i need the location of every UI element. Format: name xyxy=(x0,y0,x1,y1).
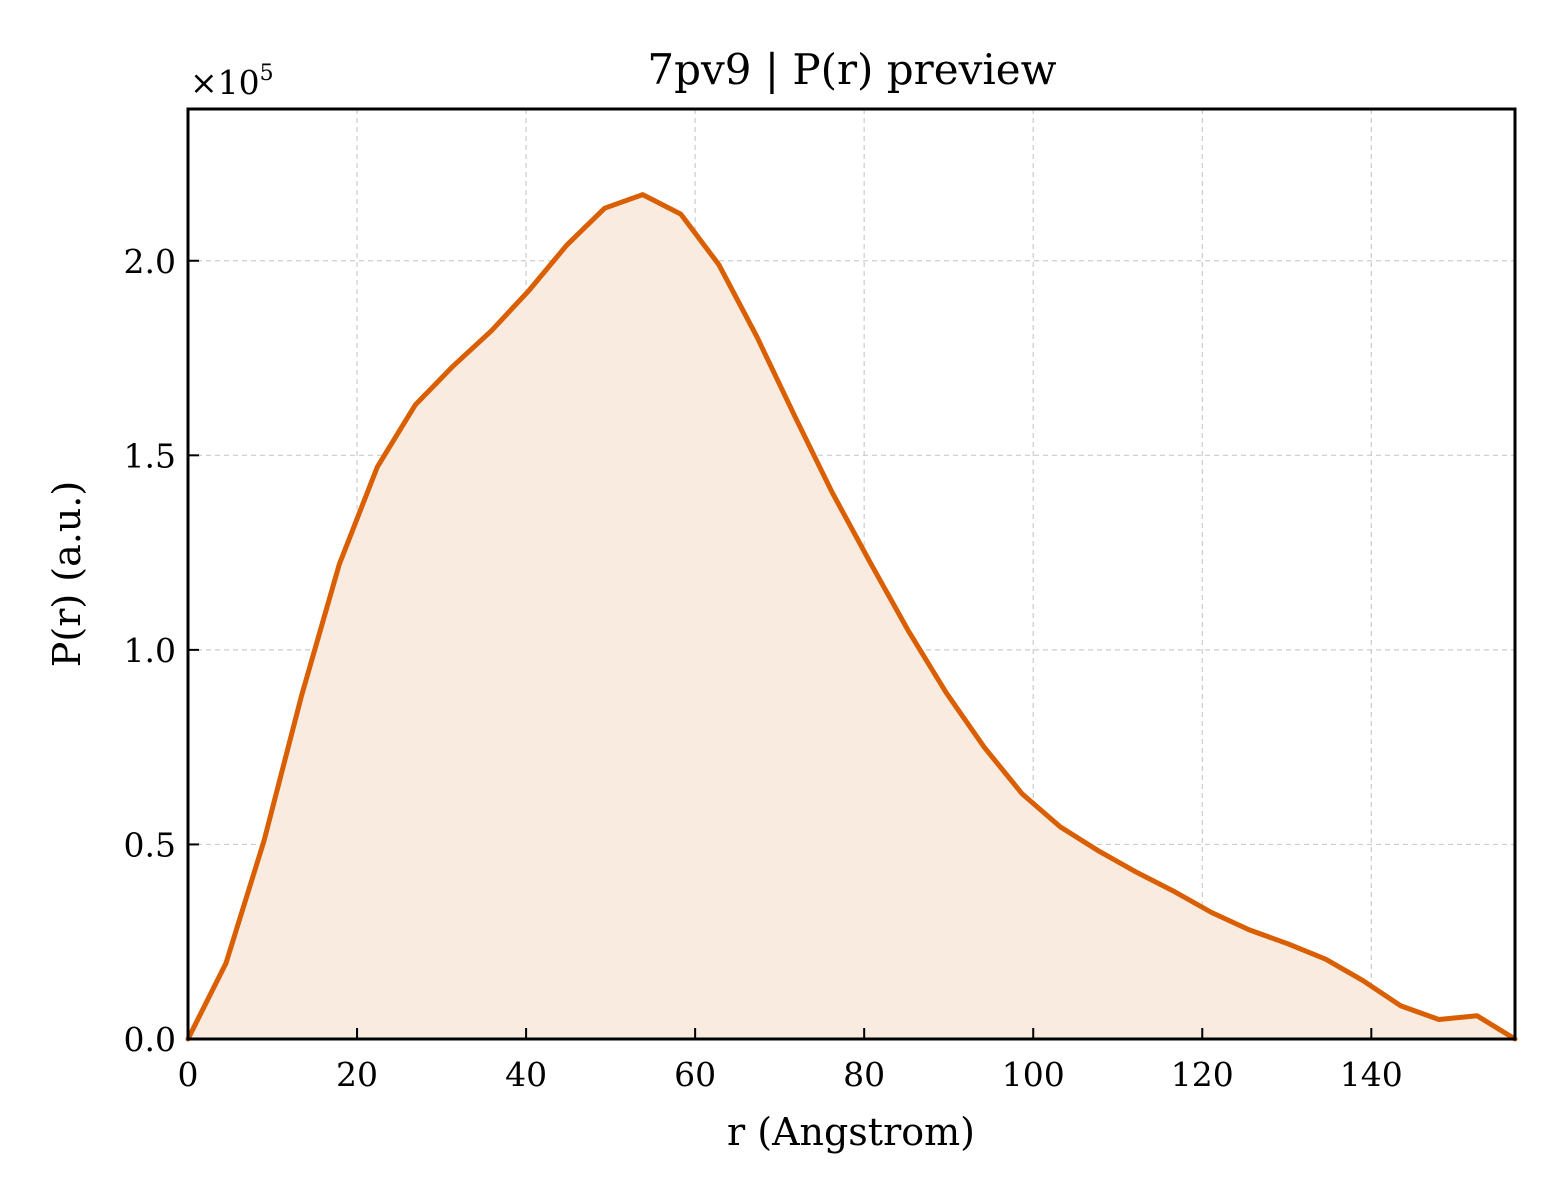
x-tick-label: 40 xyxy=(505,1055,547,1094)
y-axis-label: P(r) (a.u.) xyxy=(45,481,89,667)
y-scale-factor: ×105 xyxy=(190,61,274,102)
y-tick-label: 0.0 xyxy=(124,1020,176,1059)
x-tick-label: 140 xyxy=(1340,1055,1403,1094)
chart-title: 7pv9 | P(r) preview xyxy=(647,45,1056,94)
x-axis-label: r (Angstrom) xyxy=(727,1110,975,1154)
pr-curve xyxy=(185,192,1518,1042)
y-tick-label: 1.5 xyxy=(124,436,176,475)
y-tick-label: 2.0 xyxy=(124,242,176,281)
y-tick-label: 1.0 xyxy=(124,631,176,670)
plot-frame xyxy=(186,107,1517,1041)
y-scale-factor-exponent: 5 xyxy=(260,61,274,86)
x-tick-label: 80 xyxy=(843,1055,885,1094)
x-tick-label: 20 xyxy=(336,1055,378,1094)
x-tick-label: 120 xyxy=(1171,1055,1234,1094)
area-fill xyxy=(188,194,1515,1040)
y-tick-label: 0.5 xyxy=(124,825,176,864)
y-scale-factor-base: ×10 xyxy=(190,63,260,102)
axis-ticks: 0 20 40 60 80 100 120 140 0.0 0.5 1.0 1.5 2.0 xyxy=(124,242,1403,1094)
x-tick-label: 60 xyxy=(674,1055,716,1094)
x-tick-label: 0 xyxy=(178,1055,199,1094)
x-tick-label: 100 xyxy=(1002,1055,1065,1094)
